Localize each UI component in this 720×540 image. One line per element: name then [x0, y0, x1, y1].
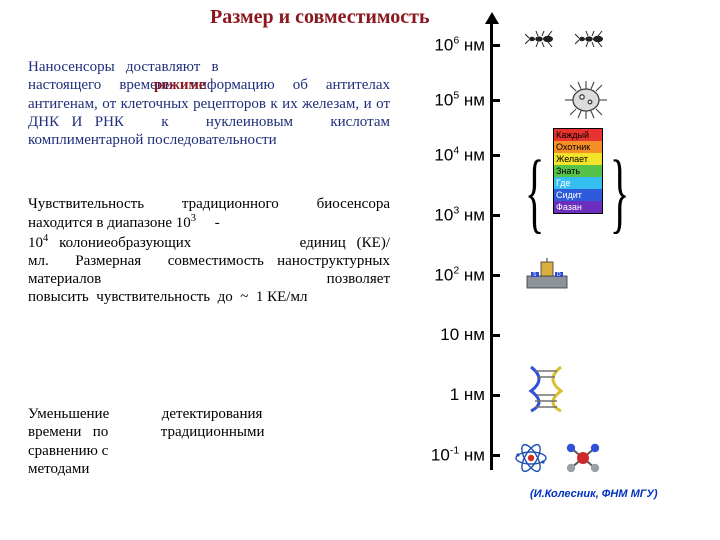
axis-tick — [490, 214, 500, 217]
rainbow-band: Где — [554, 177, 602, 189]
axis-tick-label: 103 нм — [415, 205, 485, 226]
axis-tick — [490, 44, 500, 47]
left-brace-icon: { — [525, 152, 544, 233]
axis-tick — [490, 274, 500, 277]
dna-icon — [525, 365, 567, 418]
atom-icon — [513, 440, 549, 481]
rainbow-band: Фазан — [554, 201, 602, 213]
rainbow-band: Охотник — [554, 141, 602, 153]
axis-tick-label: 105 нм — [415, 90, 485, 111]
axis-tick — [490, 454, 500, 457]
paragraph-2: Чувствительность традиционного биосенсор… — [28, 195, 390, 307]
axis-tick-label: 10-1 нм — [415, 445, 485, 466]
axis-tick — [490, 394, 500, 397]
svg-text:D: D — [557, 272, 561, 278]
axis-tick — [490, 334, 500, 337]
right-brace-icon: } — [610, 152, 629, 233]
ant-icon — [525, 30, 557, 48]
axis-tick-label: 1 нм — [415, 385, 485, 405]
transistor-icon: S D — [525, 258, 569, 295]
axis-tick — [490, 154, 500, 157]
axis-line — [490, 20, 493, 470]
axis-tick-label: 104 нм — [415, 145, 485, 166]
rainbow-band: Желает — [554, 153, 602, 165]
microbe-icon — [563, 78, 609, 127]
para2-c: колониеобразующих единиц (КЕ)/мл. Размер… — [28, 235, 390, 306]
molecule-icon — [563, 438, 603, 483]
para3-text: Уменьшение детектирования времени по тра… — [28, 406, 264, 477]
axis-tick-label: 102 нм — [415, 265, 485, 286]
paragraph-3: Уменьшение детектирования времени по тра… — [28, 405, 390, 478]
rainbow-mnemonic: КаждыйОхотникЖелаетЗнатьГдеСидитФазан — [553, 128, 603, 214]
axis-tick-label: 106 нм — [415, 35, 485, 56]
scale-diagram: { КаждыйОхотникЖелаетЗнатьГдеСидитФазан … — [395, 20, 715, 530]
para1-inset: режиме — [154, 76, 205, 94]
credit-label: (И.Колесник, ФНМ МГУ) — [530, 488, 658, 500]
para1-b: настоящего времени информацию об антител… — [28, 77, 390, 148]
rainbow-band: Сидит — [554, 189, 602, 201]
rainbow-band: Знать — [554, 165, 602, 177]
para1-a: Наносенсоры доставляют в — [28, 59, 219, 75]
credit-text: (И.Колесник, ФНМ МГУ) — [530, 488, 658, 500]
para2-exp1: 3 — [191, 213, 196, 224]
ant-icon — [575, 30, 607, 48]
paragraph-1: Наносенсоры доставляют в режиме настояще… — [28, 58, 390, 149]
axis-tick-label: 10 нм — [415, 325, 485, 345]
rainbow-band: Каждый — [554, 129, 602, 141]
axis-tick — [490, 99, 500, 102]
